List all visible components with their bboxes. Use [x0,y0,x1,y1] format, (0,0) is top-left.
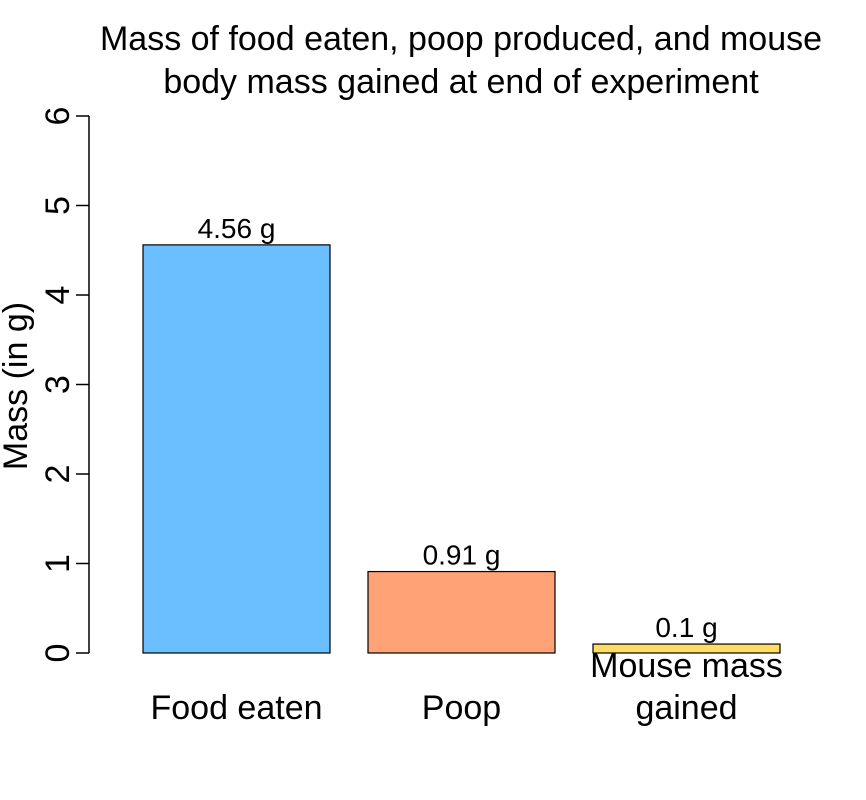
y-tick-label: 5 [39,196,77,215]
bar-2 [367,570,556,654]
y-tick-label: 3 [39,375,77,394]
y-tick-label: 4 [39,286,77,305]
chart-title-line-1: Mass of food eaten, poop produced, and m… [100,20,822,58]
category-label-3-line-2: gained [635,689,737,727]
y-axis-label: Mass (in g) [0,302,35,470]
category-label-3: Mouse mass gained [590,647,783,727]
x-axis-labels: Food eaten Poop Mouse mass gained [150,647,782,727]
y-tick-label: 2 [39,465,77,484]
y-tick-label: 6 [39,107,77,126]
bar-3 [592,643,781,654]
value-label-1: 4.56 g [198,213,276,244]
category-label-3-line-1: Mouse mass [590,647,783,685]
category-label-1: Food eaten [150,689,322,727]
chart-title-line-2: body mass gained at end of experiment [163,63,759,101]
category-label-2: Poop [422,689,501,727]
bars [142,244,781,654]
value-label-2: 0.91 g [423,540,501,571]
bar-1 [142,244,331,654]
value-label-3: 0.1 g [655,612,717,643]
y-axis: 0 1 2 3 4 5 6 [39,107,90,663]
value-labels: 4.56 g 0.91 g 0.1 g [198,213,718,643]
y-tick-label: 0 [39,644,77,663]
y-tick-label: 1 [39,554,77,573]
